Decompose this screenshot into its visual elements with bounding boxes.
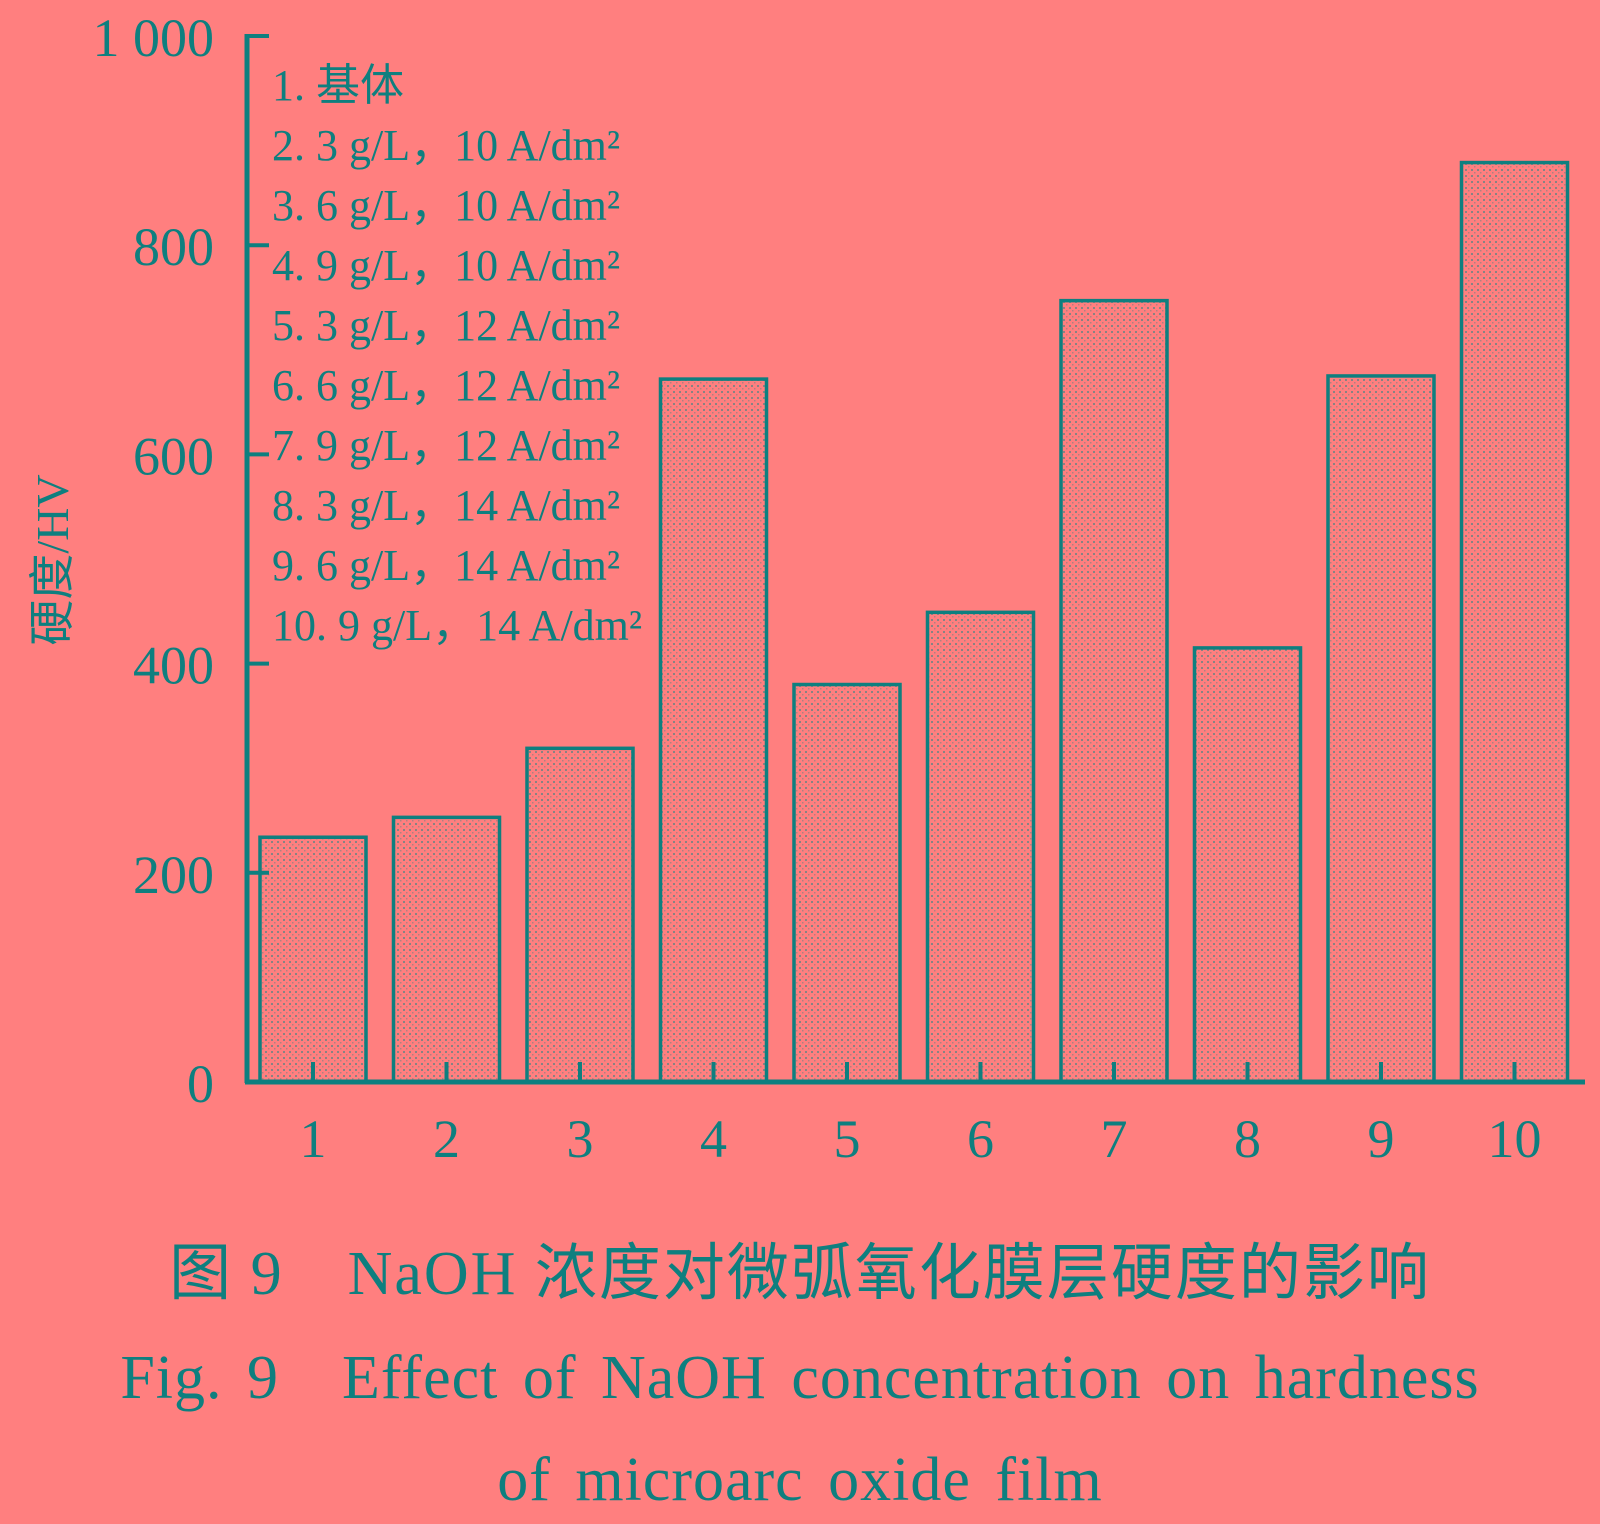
legend-entry: 4. 9 g/L，10 A/dm² xyxy=(272,241,620,290)
legend-entry: 6. 6 g/L，12 A/dm² xyxy=(272,361,620,410)
legend-entry: 2. 3 g/L，10 A/dm² xyxy=(272,121,620,170)
legend-entry: 10. 9 g/L，14 A/dm² xyxy=(272,601,642,650)
x-tick-label: 6 xyxy=(967,1109,994,1169)
bar-8 xyxy=(1192,646,1303,1084)
x-tick-label: 2 xyxy=(433,1109,460,1169)
y-tick-label: 0 xyxy=(187,1054,214,1114)
caption-cn: 图 9 NaOH 浓度对微弧氧化膜层硬度的影响 xyxy=(169,1240,1431,1308)
y-tick-label: 400 xyxy=(133,636,214,696)
y-tick-label: 200 xyxy=(133,845,214,905)
x-tick-label: 3 xyxy=(567,1109,594,1169)
legend-entry: 1. 基体 xyxy=(272,61,404,110)
legend-entry: 7. 9 g/L，12 A/dm² xyxy=(272,421,620,470)
x-tick-label: 9 xyxy=(1368,1109,1395,1169)
legend-entry: 8. 3 g/L，14 A/dm² xyxy=(272,481,620,530)
legend-entry: 3. 6 g/L，10 A/dm² xyxy=(272,181,620,230)
bar-10 xyxy=(1459,160,1570,1084)
y-tick-label: 800 xyxy=(133,217,214,277)
bar-2 xyxy=(391,815,502,1084)
legend-entry: 5. 3 g/L，12 A/dm² xyxy=(272,301,620,350)
bar-7 xyxy=(1059,298,1169,1084)
bar-6 xyxy=(925,610,1036,1084)
legend-entry: 9. 6 g/L，14 A/dm² xyxy=(272,541,620,590)
y-tick-label: 600 xyxy=(133,426,214,486)
x-tick-label: 1 xyxy=(300,1109,327,1169)
bar-5 xyxy=(792,682,902,1084)
caption-en-line2: of microarc oxide film xyxy=(497,1446,1103,1514)
x-tick-label: 10 xyxy=(1488,1109,1542,1169)
y-axis-label: 硬度/HV xyxy=(27,474,78,645)
caption-en-line1: Fig. 9 Effect of NaOH concentration on h… xyxy=(120,1344,1479,1412)
x-tick-label: 5 xyxy=(834,1109,861,1169)
y-tick-label: 1 000 xyxy=(93,8,215,68)
x-tick-label: 8 xyxy=(1234,1109,1261,1169)
bar-3 xyxy=(525,746,635,1084)
x-tick-label: 4 xyxy=(700,1109,727,1169)
bar-9 xyxy=(1326,374,1436,1084)
x-tick-label: 7 xyxy=(1101,1109,1128,1169)
bar-4 xyxy=(658,377,769,1084)
bar-1 xyxy=(258,835,368,1084)
